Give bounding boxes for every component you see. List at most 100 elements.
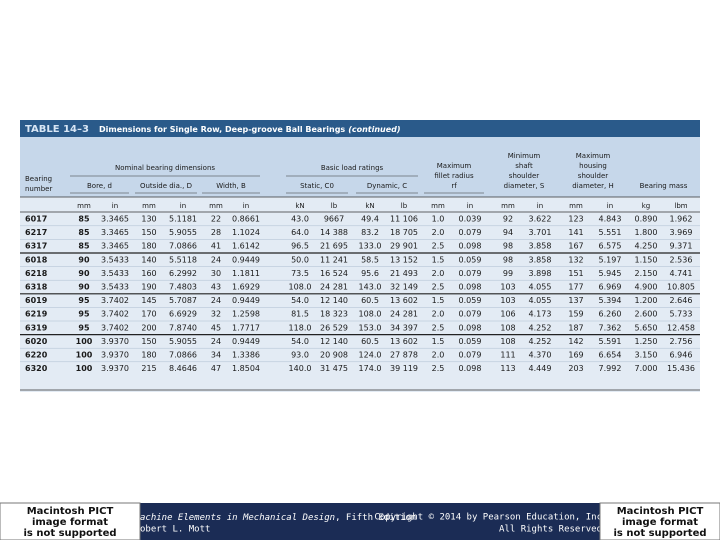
table-cell: 0.8661 — [232, 215, 260, 224]
table-cell: 180 — [141, 351, 156, 360]
table-cell: 3.969 — [670, 228, 693, 237]
table-cell: 0.098 — [459, 364, 482, 373]
table-cell: 6.260 — [599, 310, 622, 319]
table-cell: 143.0 — [359, 283, 382, 292]
table-cell: 3.5433 — [101, 255, 129, 264]
table-cell: 5.197 — [599, 255, 622, 264]
table-cell: 145 — [141, 296, 156, 305]
column-header: Maximum — [437, 162, 472, 170]
table-cell: 12 140 — [320, 337, 348, 346]
table-cell: 9667 — [324, 215, 344, 224]
table-cell: 0.098 — [459, 242, 482, 251]
table-cell: 20 908 — [320, 351, 348, 360]
table-cell: 2.150 — [635, 269, 658, 278]
table-cell: 150 — [141, 228, 156, 237]
unit-label: lb — [331, 202, 338, 210]
table-cell: 73.5 — [291, 269, 309, 278]
table-cell: 4.252 — [529, 337, 552, 346]
table-cell: 5.591 — [599, 337, 622, 346]
table-cell: 1.3386 — [232, 351, 260, 360]
table-cell: 90 — [78, 269, 90, 278]
table-cell: 26 529 — [320, 323, 348, 332]
table-cell: 187 — [568, 323, 583, 332]
column-header: Bearing — [25, 175, 52, 183]
table-cell: 6.6929 — [169, 310, 197, 319]
group-header: Nominal bearing dimensions — [115, 164, 215, 172]
column-header: Bore, d — [87, 182, 112, 190]
table-cell: 95 — [78, 296, 90, 305]
table-cell: 3.9370 — [101, 364, 129, 373]
table-cell: 1.5 — [432, 296, 445, 305]
placeholder-text: image format — [32, 517, 108, 528]
table-cell: 54.0 — [291, 337, 309, 346]
table-cell: 7.000 — [635, 364, 658, 373]
table: TABLE 14–3 Dimensions for Single Row, Dee… — [20, 124, 700, 391]
footer-copyright: Copyright © 2014 by Pearson Education, I… — [374, 513, 602, 523]
table-cell: 0.039 — [459, 215, 482, 224]
placeholder-text: is not supported — [613, 528, 706, 539]
table-cell: 39 119 — [390, 364, 418, 373]
table-cell: 5.551 — [599, 228, 622, 237]
table-cell: 140 — [141, 255, 156, 264]
placeholder-text: Macintosh PICT — [617, 506, 704, 517]
table-cell: 141 — [568, 228, 583, 237]
table-cell: 0.098 — [459, 283, 482, 292]
table-cell: 3.858 — [529, 242, 552, 251]
table-cell: 133.0 — [359, 242, 382, 251]
table-cell: 7.4803 — [169, 283, 197, 292]
table-cell: 29 901 — [390, 242, 418, 251]
table-cell: 54.0 — [291, 296, 309, 305]
header-area — [20, 137, 700, 197]
table-cell: 177 — [568, 283, 583, 292]
table-cell: 13 152 — [390, 255, 418, 264]
table-cell: 103 — [500, 296, 515, 305]
table-cell: 24 281 — [390, 310, 418, 319]
table-cell: 24 281 — [320, 283, 348, 292]
table-cell: 28 — [211, 228, 221, 237]
table-cell: 21 493 — [390, 269, 418, 278]
table-cell: 81.5 — [291, 310, 309, 319]
table-cell: 3.7402 — [101, 296, 129, 305]
table-cell: 14 388 — [320, 228, 348, 237]
unit-label: mm — [209, 202, 223, 210]
table-cell: 0.079 — [459, 228, 482, 237]
table-cell: 7.362 — [599, 323, 622, 332]
table-cell: 98 — [503, 242, 513, 251]
table-cell: 203 — [568, 364, 583, 373]
bearing-number: 6019 — [25, 296, 48, 305]
table-cell: 24 — [211, 337, 221, 346]
table-cell: 200 — [141, 323, 156, 332]
table-cell: 8.4646 — [169, 364, 197, 373]
table-cell: 3.898 — [529, 269, 552, 278]
table-cell: 41 — [211, 242, 221, 251]
table-cell: 159 — [568, 310, 583, 319]
table-cell: 31 475 — [320, 364, 348, 373]
table-cell: 11 106 — [390, 215, 418, 224]
table-cell: 2.0 — [432, 310, 445, 319]
table-cell: 103 — [500, 283, 515, 292]
table-cell: 2.5 — [432, 364, 445, 373]
table-cell: 85 — [78, 215, 90, 224]
table-cell: 85 — [78, 242, 90, 251]
table-cell: 95 — [78, 323, 90, 332]
table-cell: 3.5433 — [101, 269, 129, 278]
table-cell: 7.992 — [599, 364, 622, 373]
unit-label: in — [607, 202, 613, 210]
table-cell: 60.5 — [361, 337, 379, 346]
table-cell: 140.0 — [289, 364, 312, 373]
table-cell: 2.5 — [432, 242, 445, 251]
table-cell: 2.5 — [432, 323, 445, 332]
table-cell: 2.536 — [670, 255, 693, 264]
bearing-number: 6218 — [25, 269, 48, 278]
table-cell: 132 — [568, 255, 583, 264]
table-cell: 32 — [211, 310, 221, 319]
bearing-number: 6217 — [25, 228, 47, 237]
table-cell: 160 — [141, 269, 156, 278]
table-cell: 1.150 — [635, 255, 658, 264]
column-header: Maximum — [576, 152, 611, 160]
table-cell: 5.945 — [599, 269, 622, 278]
table-cell: 108.0 — [359, 310, 382, 319]
table-cell: 4.741 — [670, 269, 693, 278]
table-cell: 22 — [211, 215, 221, 224]
table-cell: 30 — [211, 269, 221, 278]
